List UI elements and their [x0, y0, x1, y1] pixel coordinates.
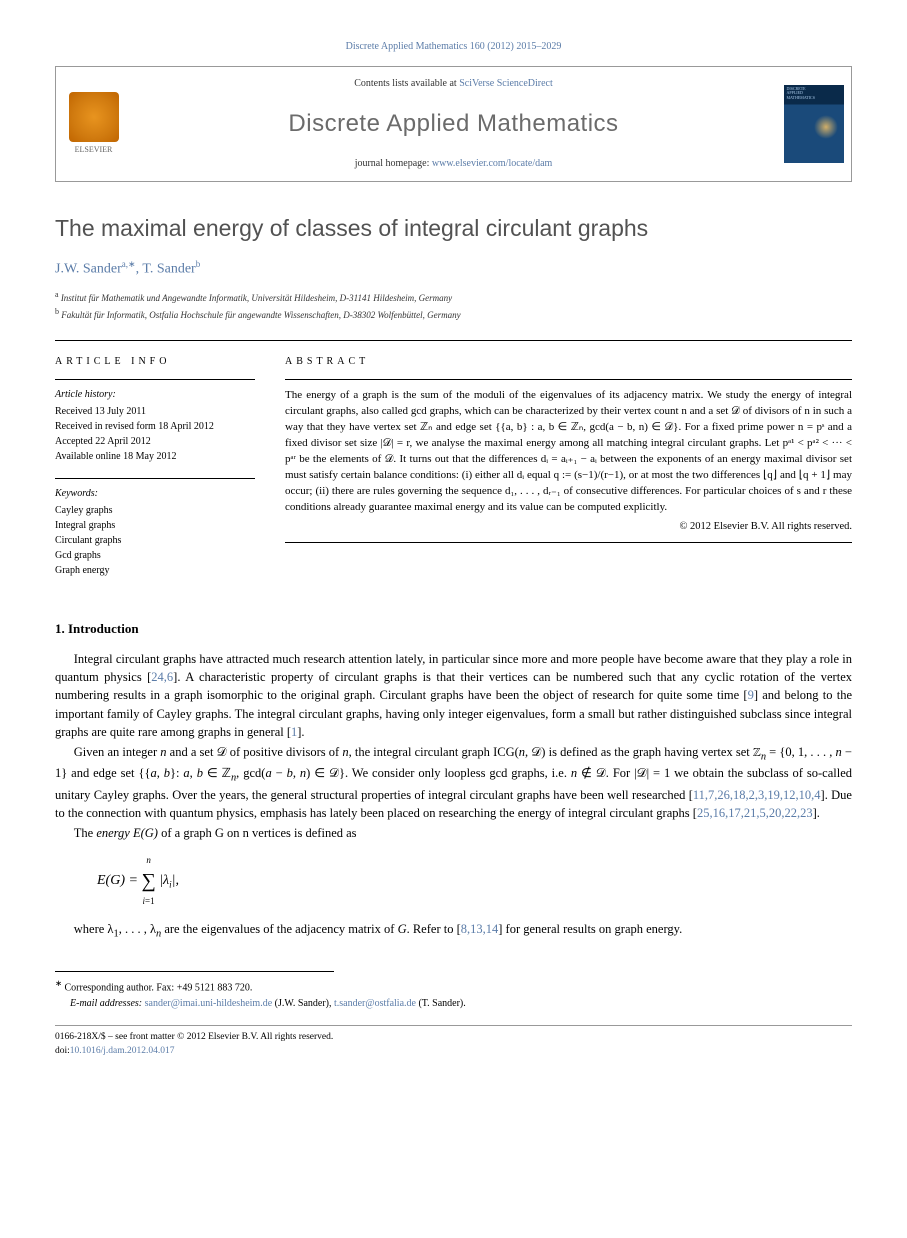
keyword: Cayley graphs [55, 503, 255, 518]
publisher-logo-cell: ELSEVIER [56, 67, 131, 181]
intro-paragraph-2: Given an integer n and a set 𝒟 of positi… [55, 743, 852, 822]
homepage-prefix: journal homepage: [355, 158, 432, 169]
revised-date: Received in revised form 18 April 2012 [55, 419, 255, 434]
abstract-copyright: © 2012 Elsevier B.V. All rights reserved… [285, 520, 852, 535]
sciencedirect-link[interactable]: SciVerse ScienceDirect [459, 78, 553, 89]
front-matter-line: 0166-218X/$ – see front matter © 2012 El… [55, 1030, 852, 1044]
ref-link[interactable]: 9 [748, 688, 754, 702]
abstract-column: ABSTRACT The energy of a graph is the su… [285, 355, 852, 592]
ref-link[interactable]: 25,16,17,21,5,20,22,23 [697, 806, 813, 820]
ref-link[interactable]: 8,13,14 [461, 922, 499, 936]
header-center: Contents lists available at SciVerse Sci… [131, 67, 776, 181]
affiliation-b: b Fakultät für Informatik, Ostfalia Hoch… [55, 306, 852, 323]
journal-reference: Discrete Applied Mathematics 160 (2012) … [55, 40, 852, 54]
affiliations: a Institut für Mathematik und Angewandte… [55, 289, 852, 322]
author-2-affil-marker: b [196, 259, 201, 269]
contents-prefix: Contents lists available at [354, 78, 459, 89]
abstract-heading: ABSTRACT [285, 355, 852, 369]
ref-link[interactable]: 24,6 [151, 670, 173, 684]
authors-line: J.W. Sandera,∗, T. Sanderb [55, 258, 852, 279]
doi-line: doi:10.1016/j.dam.2012.04.017 [55, 1044, 852, 1058]
footnote-rule [55, 971, 334, 978]
page-footer: 0166-218X/$ – see front matter © 2012 El… [55, 1025, 852, 1059]
keyword: Gcd graphs [55, 548, 255, 563]
doi-link[interactable]: 10.1016/j.dam.2012.04.017 [70, 1046, 175, 1056]
homepage-link[interactable]: www.elsevier.com/locate/dam [432, 158, 552, 169]
ref-link[interactable]: 11,7,26,18,2,3,19,12,10,4 [693, 788, 821, 802]
author-1: J.W. Sander [55, 261, 122, 276]
publisher-label: ELSEVIER [75, 144, 113, 155]
journal-header: ELSEVIER Contents lists available at Sci… [55, 66, 852, 182]
ref-link[interactable]: 1 [291, 725, 297, 739]
online-date: Available online 18 May 2012 [55, 449, 255, 464]
intro-paragraph-3: The energy E(G) of a graph G on n vertic… [55, 824, 852, 842]
intro-paragraph-4: where λ1, . . . , λn are the eigenvalues… [55, 920, 852, 942]
keyword: Circulant graphs [55, 533, 255, 548]
journal-cover-icon: DISCRETE APPLIED MATHEMATICS [784, 85, 844, 163]
article-history-block: Article history: Received 13 July 2011 R… [55, 379, 255, 464]
keywords-label: Keywords: [55, 487, 255, 501]
email-link[interactable]: t.sander@ostfalia.de [334, 998, 416, 1009]
section-1-heading: 1. Introduction [55, 620, 852, 638]
email-link[interactable]: sander@imai.uni-hildesheim.de [145, 998, 273, 1009]
corresponding-author-note: ∗ Corresponding author. Fax: +49 5121 88… [55, 978, 852, 995]
article-info-heading: ARTICLE INFO [55, 355, 255, 369]
cover-label: DISCRETE APPLIED MATHEMATICS [787, 87, 815, 100]
history-label: Article history: [55, 388, 255, 402]
elsevier-tree-icon [69, 92, 119, 142]
keywords-block: Keywords: Cayley graphs Integral graphs … [55, 478, 255, 578]
accepted-date: Accepted 22 April 2012 [55, 434, 255, 449]
author-2: T. Sander [142, 261, 195, 276]
energy-equation: E(G) = n∑i=1 |λi|, [97, 854, 852, 907]
article-info-column: ARTICLE INFO Article history: Received 1… [55, 355, 255, 592]
cover-thumbnail-cell: DISCRETE APPLIED MATHEMATICS [776, 67, 851, 181]
intro-paragraph-1: Integral circulant graphs have attracted… [55, 650, 852, 741]
author-1-affil-marker: a,∗ [122, 259, 136, 269]
homepage-line: journal homepage: www.elsevier.com/locat… [151, 157, 756, 171]
abstract-text: The energy of a graph is the sum of the … [285, 379, 852, 516]
keyword: Integral graphs [55, 518, 255, 533]
journal-name: Discrete Applied Mathematics [151, 107, 756, 141]
email-addresses-note: E-mail addresses: sander@imai.uni-hildes… [55, 996, 852, 1011]
body-text: 1. Introduction Integral circulant graph… [55, 620, 852, 941]
abstract-bottom-rule [285, 542, 852, 543]
keyword: Graph energy [55, 563, 255, 578]
received-date: Received 13 July 2011 [55, 404, 255, 419]
article-title: The maximal energy of classes of integra… [55, 212, 852, 244]
affiliation-a: a Institut für Mathematik und Angewandte… [55, 289, 852, 306]
contents-available-line: Contents lists available at SciVerse Sci… [151, 77, 756, 91]
footnotes: ∗ Corresponding author. Fax: +49 5121 88… [55, 978, 852, 1010]
